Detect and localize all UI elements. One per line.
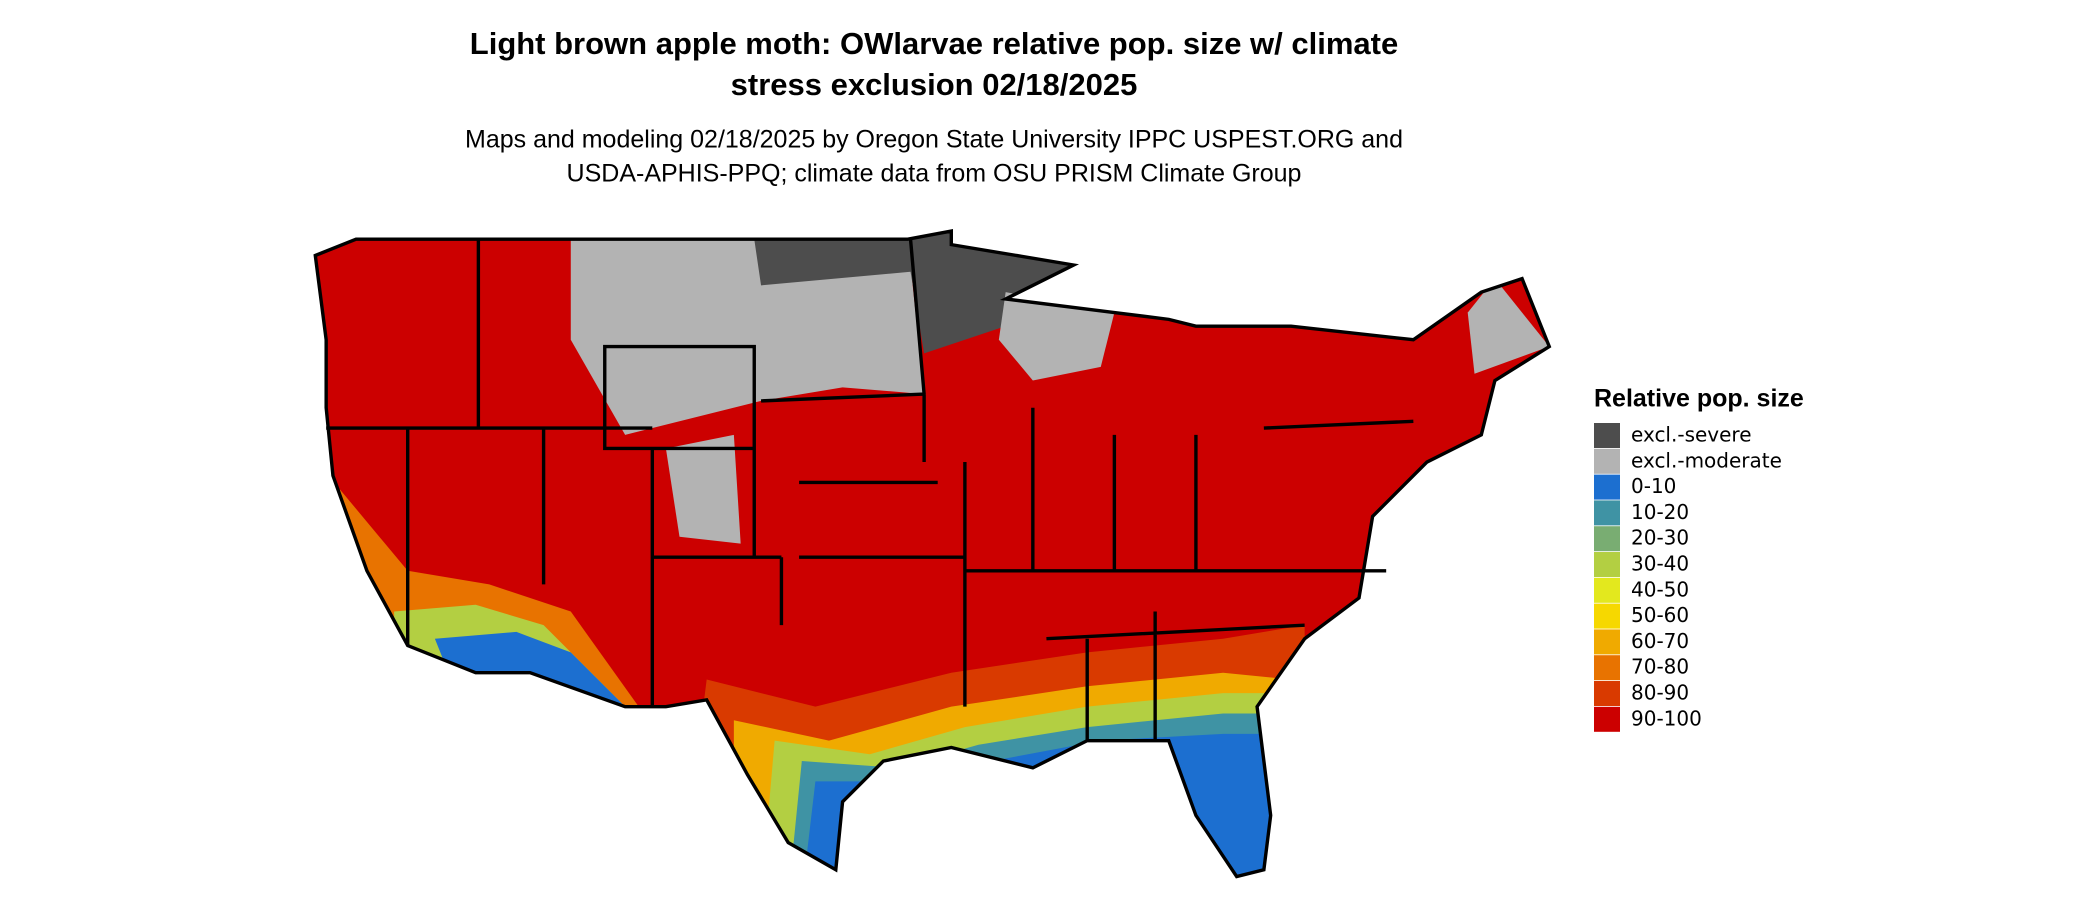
title: Light brown apple moth: OWlarvae relativ… <box>470 26 1398 61</box>
legend-swatch <box>1594 448 1620 474</box>
legend-swatch <box>1594 655 1620 681</box>
legend-swatch <box>1594 681 1620 706</box>
legend-swatch <box>1594 603 1620 629</box>
legend-swatch <box>1594 706 1620 732</box>
us-map <box>313 229 1551 879</box>
legend-swatch <box>1594 577 1620 603</box>
legend-swatch <box>1594 552 1620 577</box>
legend-swatch <box>1594 500 1620 526</box>
legend-swatch <box>1594 526 1620 552</box>
legend-label: 10-20 <box>1631 500 1689 524</box>
subtitle: Maps and modeling 02/18/2025 by Oregon S… <box>465 126 1403 154</box>
legend-label: 0-10 <box>1631 474 1676 498</box>
legend-label: 90-100 <box>1631 706 1702 730</box>
legend-swatch <box>1594 474 1620 500</box>
legend-label: 60-70 <box>1631 629 1689 653</box>
title: stress exclusion 02/18/2025 <box>731 67 1138 102</box>
legend-label: excl.-severe <box>1631 423 1752 447</box>
legend-label: 80-90 <box>1631 681 1689 705</box>
legend-label: excl.-moderate <box>1631 448 1782 472</box>
legend-label: 70-80 <box>1631 655 1689 679</box>
legend-label: 50-60 <box>1631 603 1689 627</box>
legend-label: 20-30 <box>1631 526 1689 550</box>
legend-label: 30-40 <box>1631 552 1689 576</box>
legend-label: 40-50 <box>1631 577 1689 601</box>
legend-swatch <box>1594 423 1620 448</box>
legend-title: Relative pop. size <box>1594 385 1804 413</box>
subtitle: USDA-APHIS-PPQ; climate data from OSU PR… <box>567 160 1302 188</box>
legend-swatch <box>1594 629 1620 655</box>
